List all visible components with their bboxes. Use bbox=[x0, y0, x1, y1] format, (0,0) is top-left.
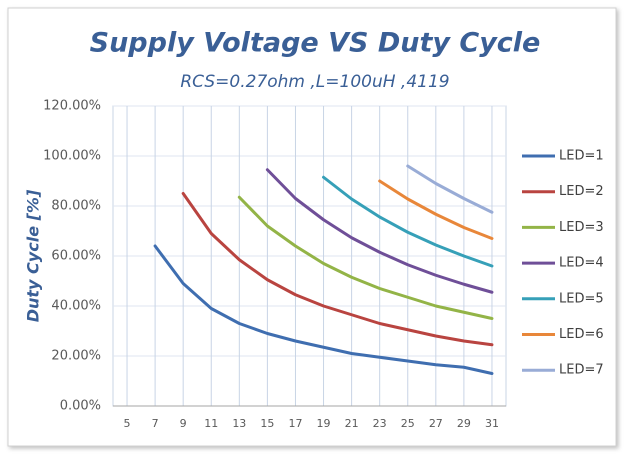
series-line bbox=[406, 164, 494, 214]
series-line bbox=[378, 179, 494, 240]
x-tick-label: 11 bbox=[204, 417, 218, 430]
series-line bbox=[153, 244, 494, 375]
x-tick-label: 31 bbox=[485, 417, 499, 430]
y-tick-label: 100.00% bbox=[43, 149, 101, 164]
legend-label: LED=4 bbox=[559, 256, 604, 271]
y-axis-label: Duty Cycle [%] bbox=[24, 189, 43, 322]
x-tick-label: 23 bbox=[373, 417, 387, 430]
y-tick-label: 120.00% bbox=[43, 99, 101, 114]
legend-label: LED=3 bbox=[559, 220, 604, 235]
x-tick-label: 27 bbox=[429, 417, 443, 430]
chart-frame bbox=[7, 7, 617, 447]
y-tick-label: 20.00% bbox=[51, 349, 101, 364]
y-tick-label: 40.00% bbox=[51, 299, 101, 314]
legend-label: LED=6 bbox=[559, 327, 604, 342]
grid: 0.00% 20.00% 40.00% 60.00% 80.00% 100.00% 120.… bbox=[43, 99, 507, 430]
x-tick-label: 21 bbox=[345, 417, 359, 430]
x-tick-label: 9 bbox=[180, 417, 187, 430]
legend-label: LED=2 bbox=[559, 184, 604, 199]
chart-subtitle: RCS=0.27ohm ,L=100uH ,4119 bbox=[180, 72, 449, 92]
x-tick-label: 7 bbox=[152, 417, 159, 430]
series-line bbox=[322, 175, 494, 268]
series-line bbox=[237, 195, 494, 320]
series-line bbox=[265, 168, 494, 294]
x-tick-label: 17 bbox=[288, 417, 302, 430]
legend-label: LED=1 bbox=[559, 149, 604, 164]
chart-title: Supply Voltage VS Duty Cycle bbox=[90, 28, 541, 59]
y-tick-label: 80.00% bbox=[51, 199, 101, 214]
y-tick-label: 0.00% bbox=[60, 399, 101, 414]
plot bbox=[153, 164, 494, 375]
x-tick-label: 29 bbox=[457, 417, 471, 430]
x-tick-label: 25 bbox=[401, 417, 415, 430]
x-tick-label: 19 bbox=[317, 417, 331, 430]
y-tick-label: 60.00% bbox=[51, 249, 101, 264]
legend-label: LED=7 bbox=[559, 363, 604, 378]
x-tick-label: 13 bbox=[232, 417, 246, 430]
x-tick-label: 5 bbox=[124, 417, 131, 430]
series-line bbox=[181, 192, 494, 347]
legend: LED=1 LED=2 LED=3 LED=4 LED=5 LED=6 LED=7 bbox=[522, 149, 604, 378]
legend-label: LED=5 bbox=[559, 291, 604, 306]
x-tick-label: 15 bbox=[260, 417, 274, 430]
